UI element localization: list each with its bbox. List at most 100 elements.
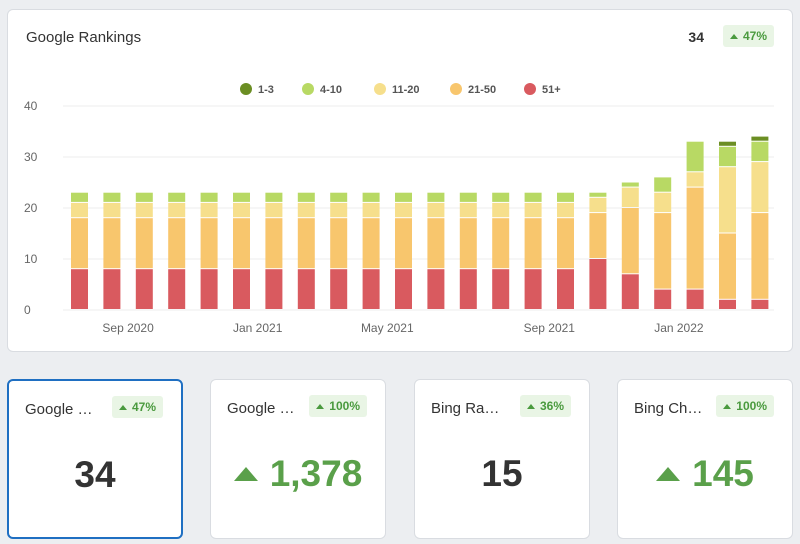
- bar-segment: [395, 192, 412, 202]
- stacked-bar-chart: 0 10 20 30 40 Sep 2020 Jan 2021 May 2021 Sep 202…: [24, 83, 774, 335]
- x-tick-label: Jan 2022: [654, 321, 704, 335]
- bar-segment: [524, 202, 542, 218]
- bar-segment: [233, 218, 250, 269]
- legend-label: 4-10: [320, 84, 342, 96]
- x-tick-label: Jan 2021: [233, 321, 283, 335]
- bar-segment: [395, 269, 412, 309]
- kpi-value-row: 34: [9, 454, 181, 496]
- bar-segment: [233, 202, 250, 218]
- google-rankings-chart-card: Google Rankings 34 47% 0 10 20 30 40 Sep 2020…: [7, 9, 793, 352]
- up-arrow-icon: [526, 403, 535, 409]
- bar-segment: [751, 213, 769, 299]
- legend-marker: [524, 83, 536, 95]
- bar-segment: [751, 299, 769, 309]
- y-tick-label: 0: [24, 303, 31, 317]
- legend-marker: [240, 83, 252, 95]
- legend-marker: [302, 83, 314, 95]
- y-tick-label: 40: [24, 99, 38, 113]
- legend-label: 11-20: [392, 84, 420, 96]
- kpi-value-row: 15: [415, 453, 589, 495]
- bar-segment: [686, 187, 704, 289]
- kpi-value: 145: [692, 453, 754, 494]
- bar-segment: [103, 218, 121, 269]
- bar-segment: [557, 202, 574, 218]
- bar-segment: [621, 182, 639, 187]
- bar-segment: [330, 218, 348, 269]
- bar-segment: [297, 192, 315, 202]
- bar-segment: [103, 269, 121, 309]
- bar-segment: [135, 269, 153, 309]
- x-tick-label: May 2021: [361, 321, 414, 335]
- bar-segment: [589, 197, 607, 213]
- kpi-card-3[interactable]: Bing Changes 100% 145: [617, 379, 793, 539]
- legend-marker: [450, 83, 462, 95]
- bar-segment: [589, 259, 607, 309]
- bar-segment: [492, 218, 510, 269]
- bar-segment: [719, 233, 736, 299]
- bar-segment: [686, 172, 704, 187]
- bar-segment: [719, 167, 736, 233]
- main-change-value: 47%: [742, 29, 767, 43]
- kpi-change-badge: 47%: [111, 396, 163, 418]
- bar-segment: [492, 202, 510, 218]
- bar-segment: [524, 269, 542, 309]
- kpi-title: Bing Rankings: [431, 400, 503, 417]
- bar-segment: [71, 218, 88, 269]
- bar-segment: [200, 218, 218, 269]
- bar-segment: [297, 218, 315, 269]
- kpi-title: Google Rankings: [25, 401, 97, 418]
- y-tick-label: 30: [24, 150, 38, 164]
- kpi-card-1[interactable]: Google Search Volume 100% 1,378: [210, 379, 386, 539]
- bar-segment: [135, 192, 153, 202]
- bar-segment: [135, 202, 153, 218]
- bar-segment: [362, 269, 380, 309]
- kpi-change-badge: 100%: [716, 395, 774, 417]
- bar-segment: [362, 218, 380, 269]
- kpi-card-0[interactable]: Google Rankings 47% 34: [7, 379, 183, 539]
- x-tick-label: Sep 2021: [524, 321, 576, 335]
- bar-segment: [297, 269, 315, 309]
- bar-segment: [103, 192, 121, 202]
- kpi-title: Bing Changes: [634, 400, 706, 417]
- bar-segment: [459, 269, 477, 309]
- bar-segment: [427, 269, 445, 309]
- bar-segment: [362, 192, 380, 202]
- bar-segment: [233, 269, 250, 309]
- bar-segment: [719, 146, 736, 167]
- bar-segment: [265, 218, 283, 269]
- kpi-change-value: 47%: [131, 400, 156, 414]
- kpi-title: Google Search Volume: [227, 400, 299, 417]
- bar-segment: [427, 202, 445, 218]
- bar-segment: [427, 218, 445, 269]
- bar-segment: [557, 192, 574, 202]
- bar-segment: [135, 218, 153, 269]
- bar-segment: [621, 187, 639, 207]
- bar-segment: [524, 218, 542, 269]
- bar-segment: [589, 192, 607, 197]
- bar-segment: [621, 208, 639, 274]
- kpi-card-2[interactable]: Bing Rankings 36% 15: [414, 379, 590, 539]
- kpi-value: 34: [74, 454, 116, 495]
- bar-segment: [233, 192, 250, 202]
- bar-segment: [557, 218, 574, 269]
- bar-segment: [168, 192, 186, 202]
- bar-segment: [686, 141, 704, 172]
- bar-segment: [395, 218, 412, 269]
- legend-label: 51+: [542, 84, 561, 96]
- kpi-change-value: 100%: [736, 399, 767, 413]
- bar-segment: [557, 269, 574, 309]
- bar-segment: [589, 213, 607, 258]
- bar-segment: [719, 299, 736, 309]
- kpi-change-value: 36%: [539, 399, 564, 413]
- bar-segment: [459, 218, 477, 269]
- up-arrow-icon: [118, 404, 127, 410]
- bar-segment: [330, 269, 348, 309]
- up-arrow-icon: [729, 33, 738, 39]
- bar-segment: [427, 192, 445, 202]
- kpi-change-badge: 100%: [309, 395, 367, 417]
- main-value: 34: [688, 29, 704, 45]
- bar-segment: [654, 213, 672, 289]
- bar-segment: [200, 192, 218, 202]
- bar-segment: [103, 202, 121, 218]
- bar-segment: [751, 136, 769, 141]
